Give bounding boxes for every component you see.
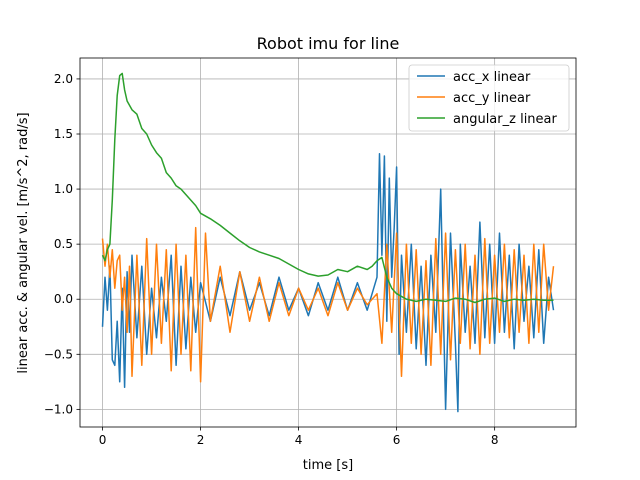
ticks-layer: 0 2 4 6 8 −1.0 −0.5 0.0 0.5 1.0 1.5 2.0 xyxy=(44,72,499,447)
x-tick-label: 0 xyxy=(99,433,107,447)
y-tick-label: 0.5 xyxy=(54,237,73,251)
y-axis-label: linear acc. & angular vel. [m/s^2, rad/s… xyxy=(16,112,31,373)
x-tick-label: 2 xyxy=(197,433,205,447)
legend-label: acc_x linear xyxy=(453,70,531,85)
series-line-acc-y-linear xyxy=(101,226,555,383)
x-tick-label: 4 xyxy=(295,433,303,447)
series-layer xyxy=(101,72,555,413)
x-tick-label: 6 xyxy=(393,433,401,447)
legend-box xyxy=(408,64,570,132)
legend: acc_x linear acc_y linear angular_z linear xyxy=(408,64,570,132)
series-line-angular-z-linear xyxy=(101,72,554,304)
chart-title: Robot imu for line xyxy=(257,34,400,53)
y-tick-label: −1.0 xyxy=(44,402,73,416)
plot-frame xyxy=(79,57,577,428)
legend-label: angular_z linear xyxy=(453,112,558,127)
legend-label: acc_y linear xyxy=(453,91,531,106)
y-tick-label: −0.5 xyxy=(44,347,73,361)
x-tick-label: 8 xyxy=(491,433,499,447)
y-tick-label: 2.0 xyxy=(54,72,73,86)
y-tick-label: 0.0 xyxy=(54,292,73,306)
y-tick-label: 1.0 xyxy=(54,182,73,196)
y-tick-label: 1.5 xyxy=(54,127,73,141)
x-axis-label: time [s] xyxy=(303,458,353,473)
